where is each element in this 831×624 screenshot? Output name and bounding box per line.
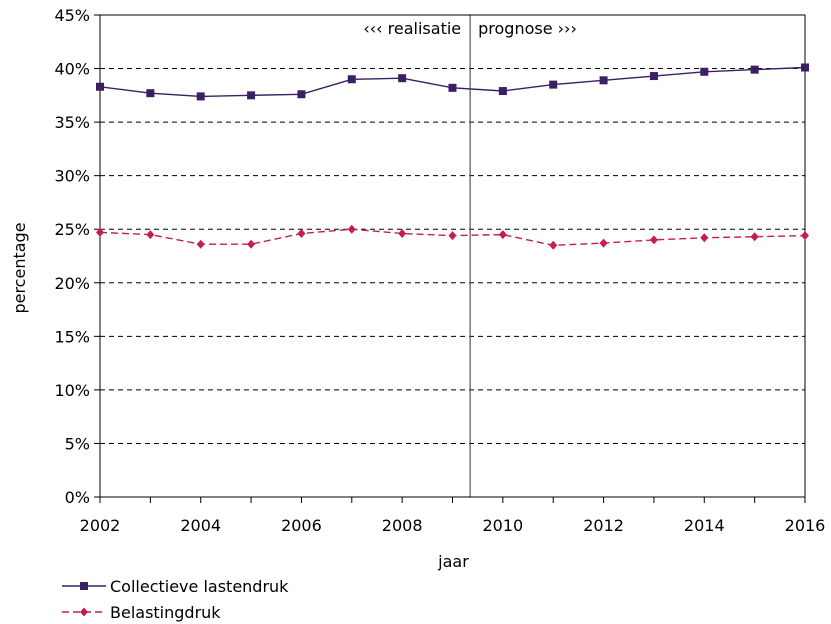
- y-tick-label: 45%: [54, 6, 90, 25]
- y-tick-label: 20%: [54, 274, 90, 293]
- data-point: [146, 89, 155, 98]
- data-point: [549, 240, 558, 250]
- data-point: [146, 230, 155, 240]
- data-point: [498, 230, 507, 240]
- x-axis-ticks: 2002 2004 2006 2008 2010 2012 2014 2016: [80, 497, 826, 535]
- legend-label-belastingdruk: Belastingdruk: [110, 603, 221, 622]
- y-tick-label: 15%: [54, 327, 90, 346]
- y-tick-label: 10%: [54, 381, 90, 400]
- data-point: [649, 235, 658, 245]
- data-point: [196, 92, 205, 101]
- data-point: [96, 82, 104, 91]
- data-point: [297, 229, 306, 239]
- legend: Collectieve lastendruk Belastingdruk: [62, 577, 289, 622]
- data-point: [196, 239, 205, 249]
- legend-marker-square: [80, 582, 88, 590]
- series-line: [99, 66, 806, 98]
- x-tick-label: 2002: [80, 516, 121, 535]
- y-axis-ticks: 0% 5% 10% 15% 20% 25% 30% 35% 40% 45%: [54, 6, 100, 507]
- legend-item-belastingdruk: Belastingdruk: [62, 603, 221, 622]
- data-point: [599, 76, 608, 85]
- data-point: [347, 75, 356, 84]
- y-axis-title: percentage: [10, 222, 29, 313]
- y-tick-label: 25%: [54, 220, 90, 239]
- y-tick-label: 0%: [65, 488, 90, 507]
- data-point: [801, 231, 809, 241]
- data-point: [599, 238, 608, 248]
- data-point: [297, 90, 306, 99]
- x-tick-label: 2016: [785, 516, 826, 535]
- legend-label-collectieve-lastendruk: Collectieve lastendruk: [110, 577, 289, 596]
- y-tick-label: 5%: [65, 434, 90, 453]
- x-tick-label: 2004: [180, 516, 221, 535]
- y-tick-label: 35%: [54, 113, 90, 132]
- x-tick-label: 2014: [684, 516, 725, 535]
- y-tick-label: 30%: [54, 167, 90, 186]
- data-point: [801, 63, 809, 72]
- annotation-prognose: prognose ›››: [478, 19, 577, 38]
- data-point: [448, 231, 457, 241]
- series-belastingdruk: [96, 224, 809, 250]
- annotation-realisatie: ‹‹‹ realisatie: [363, 19, 461, 38]
- data-point: [498, 87, 507, 96]
- grid-lines: [100, 68, 805, 444]
- data-point: [247, 239, 256, 249]
- data-point: [750, 65, 759, 74]
- data-point: [398, 229, 407, 239]
- data-point: [247, 91, 256, 100]
- legend-marker-diamond: [80, 607, 88, 617]
- data-point: [700, 233, 709, 243]
- data-point: [750, 232, 759, 242]
- data-point: [347, 224, 356, 234]
- x-axis-title: jaar: [437, 552, 469, 571]
- data-point: [549, 80, 558, 89]
- legend-item-collectieve-lastendruk: Collectieve lastendruk: [62, 577, 289, 596]
- series-layer: [96, 63, 809, 250]
- x-tick-label: 2008: [382, 516, 423, 535]
- x-tick-label: 2012: [583, 516, 624, 535]
- series-collectieve-lastendruk: [96, 63, 809, 101]
- x-tick-label: 2010: [482, 516, 523, 535]
- data-point: [96, 227, 104, 237]
- data-point: [700, 67, 709, 76]
- data-point: [398, 74, 407, 83]
- y-tick-label: 40%: [54, 60, 90, 79]
- data-point: [448, 83, 457, 92]
- data-point: [649, 72, 658, 81]
- x-tick-label: 2006: [281, 516, 322, 535]
